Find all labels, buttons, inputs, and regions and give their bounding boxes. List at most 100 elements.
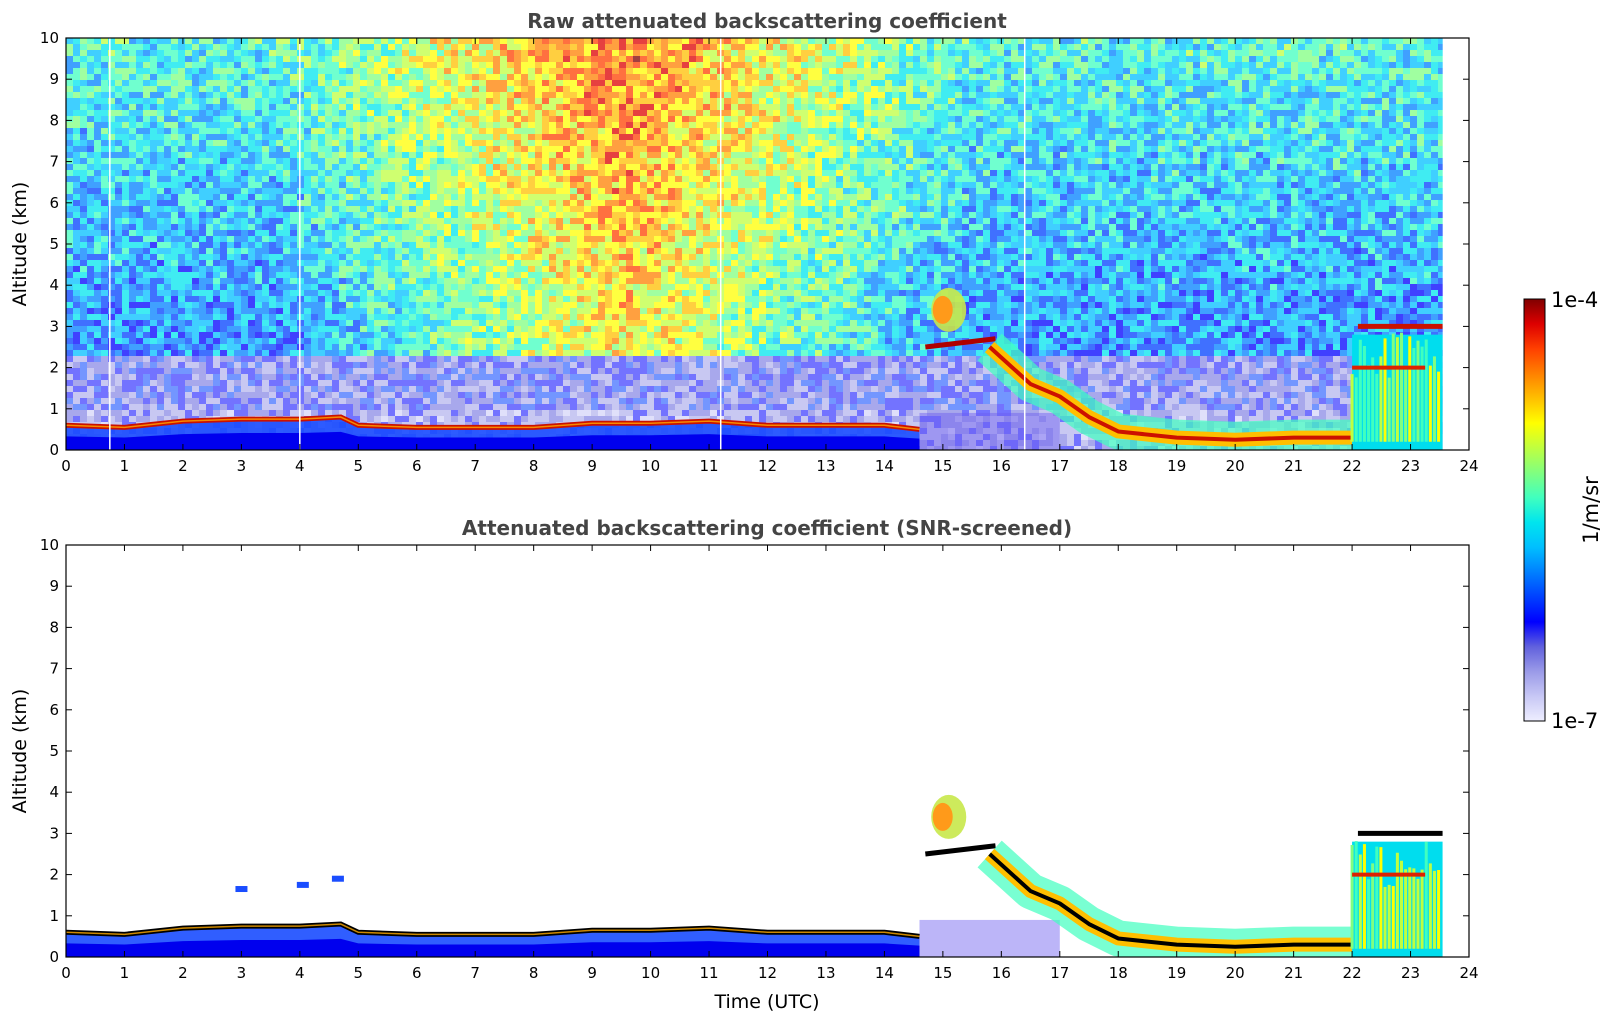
noise-cell <box>381 122 388 128</box>
noise-cell <box>108 326 115 332</box>
noise-cell <box>101 356 108 362</box>
noise-cell <box>171 152 178 158</box>
noise-cell <box>458 74 465 80</box>
noise-cell <box>416 368 423 374</box>
noise-cell <box>122 170 129 176</box>
noise-cell <box>563 416 570 422</box>
noise-cell <box>262 44 269 50</box>
noise-cell <box>430 44 437 50</box>
noise-cell <box>563 86 570 92</box>
noise-cell <box>290 92 297 98</box>
noise-cell <box>402 308 409 314</box>
noise-cell <box>234 44 241 50</box>
noise-cell <box>325 188 332 194</box>
noise-cell <box>234 302 241 308</box>
noise-cell <box>570 98 577 104</box>
noise-cell <box>528 350 535 356</box>
noise-cell <box>416 230 423 236</box>
noise-cell <box>388 164 395 170</box>
noise-cell <box>339 86 346 92</box>
noise-cell <box>290 74 297 80</box>
noise-cell <box>549 128 556 134</box>
noise-cell <box>374 188 381 194</box>
noise-cell <box>66 230 73 236</box>
noise-cell <box>311 296 318 302</box>
noise-cell <box>318 134 325 140</box>
noise-cell <box>262 272 269 278</box>
noise-cell <box>346 170 353 176</box>
noise-cell <box>465 410 472 416</box>
noise-cell <box>94 50 101 56</box>
noise-cell <box>227 368 234 374</box>
noise-cell <box>304 242 311 248</box>
noise-cell <box>220 326 227 332</box>
noise-cell <box>248 392 255 398</box>
noise-cell <box>409 386 416 392</box>
noise-cell <box>318 332 325 338</box>
noise-cell <box>290 152 297 158</box>
noise-cell <box>192 380 199 386</box>
noise-cell <box>129 56 136 62</box>
noise-cell <box>157 254 164 260</box>
noise-cell <box>164 260 171 266</box>
noise-cell <box>199 362 206 368</box>
noise-cell <box>479 122 486 128</box>
noise-cell <box>472 182 479 188</box>
noise-cell <box>437 200 444 206</box>
noise-cell <box>220 56 227 62</box>
noise-cell <box>206 242 213 248</box>
noise-cell <box>185 272 192 278</box>
noise-cell <box>332 86 339 92</box>
noise-cell <box>206 44 213 50</box>
noise-cell <box>129 200 136 206</box>
noise-cell <box>521 248 528 254</box>
noise-cell <box>556 308 563 314</box>
noise-cell <box>255 266 262 272</box>
noise-cell <box>262 56 269 62</box>
noise-cell <box>171 206 178 212</box>
noise-cell <box>227 212 234 218</box>
noise-cell <box>409 38 416 44</box>
noise-cell <box>430 200 437 206</box>
noise-cell <box>150 290 157 296</box>
noise-cell <box>374 350 381 356</box>
noise-cell <box>479 170 486 176</box>
noise-cell <box>290 104 297 110</box>
noise-cell <box>318 362 325 368</box>
noise-cell <box>171 176 178 182</box>
noise-cell <box>262 296 269 302</box>
noise-cell <box>262 248 269 254</box>
noise-cell <box>178 404 185 410</box>
noise-cell <box>115 194 122 200</box>
noise-cell <box>346 38 353 44</box>
noise-cell <box>367 98 374 104</box>
noise-cell <box>374 140 381 146</box>
noise-cell <box>521 74 528 80</box>
noise-cell <box>108 296 115 302</box>
noise-cell <box>206 98 213 104</box>
noise-cell <box>465 386 472 392</box>
noise-cell <box>87 104 94 110</box>
noise-cell <box>143 164 150 170</box>
noise-cell <box>80 194 87 200</box>
noise-cell <box>108 188 115 194</box>
noise-cell <box>255 68 262 74</box>
noise-cell <box>430 368 437 374</box>
noise-cell <box>171 104 178 110</box>
noise-cell <box>493 38 500 44</box>
noise-cell <box>206 260 213 266</box>
noise-cell <box>318 272 325 278</box>
noise-cell <box>332 104 339 110</box>
noise-cell <box>185 122 192 128</box>
noise-cell <box>318 176 325 182</box>
noise-cell <box>416 356 423 362</box>
noise-cell <box>304 398 311 404</box>
noise-cell <box>108 74 115 80</box>
noise-cell <box>122 116 129 122</box>
noise-cell <box>290 44 297 50</box>
noise-cell <box>409 236 416 242</box>
noise-cell <box>87 290 94 296</box>
noise-cell <box>549 356 556 362</box>
noise-cell <box>430 386 437 392</box>
noise-cell <box>311 344 318 350</box>
